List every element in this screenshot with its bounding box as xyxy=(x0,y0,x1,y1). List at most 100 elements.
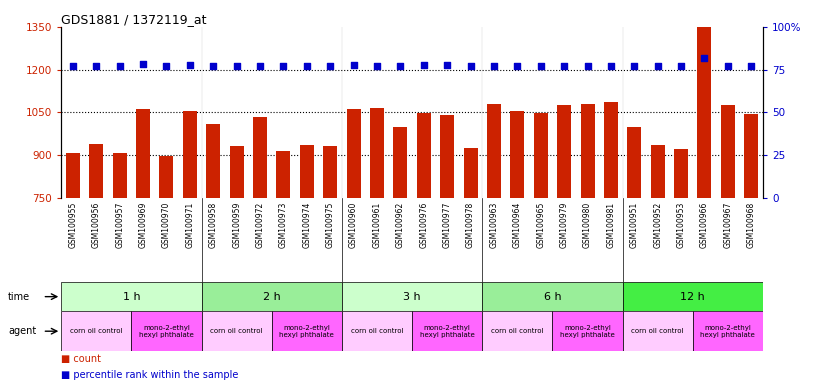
Bar xyxy=(463,148,477,198)
Text: mono-2-ethyl
hexyl phthalate: mono-2-ethyl hexyl phthalate xyxy=(700,325,756,338)
Point xyxy=(605,63,618,69)
Bar xyxy=(482,282,623,311)
Text: GSM100975: GSM100975 xyxy=(326,202,335,248)
Text: 2 h: 2 h xyxy=(263,291,281,302)
Text: agent: agent xyxy=(8,326,37,336)
Text: GSM100981: GSM100981 xyxy=(606,202,615,248)
Text: mono-2-ethyl
hexyl phthalate: mono-2-ethyl hexyl phthalate xyxy=(560,325,615,338)
Text: GSM100953: GSM100953 xyxy=(676,202,685,248)
Text: GSM100972: GSM100972 xyxy=(255,202,264,248)
Bar xyxy=(66,153,80,198)
Text: GSM100980: GSM100980 xyxy=(583,202,592,248)
Text: GSM100977: GSM100977 xyxy=(442,202,452,248)
Text: ■ percentile rank within the sample: ■ percentile rank within the sample xyxy=(61,370,238,380)
Point xyxy=(651,63,664,69)
Text: GSM100979: GSM100979 xyxy=(560,202,569,248)
Text: GSM100974: GSM100974 xyxy=(302,202,312,248)
Bar xyxy=(534,113,548,198)
Bar xyxy=(183,111,197,198)
Bar xyxy=(342,311,412,351)
Text: corn oil control: corn oil control xyxy=(70,328,122,334)
Bar xyxy=(277,151,290,198)
Point xyxy=(464,63,477,70)
Point xyxy=(417,62,430,68)
Point xyxy=(90,63,103,69)
Bar xyxy=(650,145,665,198)
Text: GSM100969: GSM100969 xyxy=(139,202,148,248)
Bar xyxy=(623,282,763,311)
Text: GSM100965: GSM100965 xyxy=(536,202,545,248)
Bar xyxy=(323,146,337,198)
Bar xyxy=(440,115,455,198)
Text: GSM100963: GSM100963 xyxy=(490,202,499,248)
Bar xyxy=(342,282,482,311)
Text: 6 h: 6 h xyxy=(543,291,561,302)
Text: corn oil control: corn oil control xyxy=(632,328,684,334)
Point xyxy=(628,63,641,69)
Point xyxy=(254,63,267,69)
Bar xyxy=(674,149,688,198)
Bar xyxy=(370,108,384,198)
Bar xyxy=(299,145,314,198)
Point xyxy=(745,63,758,69)
Bar xyxy=(482,311,552,351)
Text: GSM100962: GSM100962 xyxy=(396,202,405,248)
Point xyxy=(136,61,149,67)
Text: GDS1881 / 1372119_at: GDS1881 / 1372119_at xyxy=(61,13,206,26)
Bar xyxy=(693,311,763,351)
Bar xyxy=(417,113,431,198)
Bar xyxy=(580,104,595,198)
Text: mono-2-ethyl
hexyl phthalate: mono-2-ethyl hexyl phthalate xyxy=(419,325,475,338)
Bar xyxy=(623,311,693,351)
Bar xyxy=(202,311,272,351)
Text: 12 h: 12 h xyxy=(681,291,705,302)
Text: GSM100951: GSM100951 xyxy=(630,202,639,248)
Bar xyxy=(347,109,361,198)
Point xyxy=(581,63,594,69)
Point xyxy=(347,62,360,68)
Text: GSM100964: GSM100964 xyxy=(512,202,522,248)
Bar xyxy=(487,104,501,198)
Bar xyxy=(557,105,571,198)
Point xyxy=(66,63,79,69)
Text: GSM100968: GSM100968 xyxy=(747,202,756,248)
Text: mono-2-ethyl
hexyl phthalate: mono-2-ethyl hexyl phthalate xyxy=(139,325,194,338)
Text: ■ count: ■ count xyxy=(61,354,101,364)
Point xyxy=(184,62,197,68)
Text: GSM100970: GSM100970 xyxy=(162,202,171,248)
Bar xyxy=(61,282,202,311)
Point xyxy=(557,63,570,69)
Point xyxy=(113,63,126,69)
Bar xyxy=(744,114,758,198)
Point xyxy=(721,63,734,69)
Bar xyxy=(61,311,131,351)
Bar xyxy=(253,117,267,198)
Point xyxy=(370,63,384,69)
Text: GSM100956: GSM100956 xyxy=(91,202,101,248)
Text: 3 h: 3 h xyxy=(403,291,421,302)
Bar xyxy=(272,311,342,351)
Point xyxy=(277,63,290,69)
Point xyxy=(441,62,454,68)
Text: GSM100961: GSM100961 xyxy=(372,202,382,248)
Text: GSM100952: GSM100952 xyxy=(653,202,663,248)
Text: GSM100967: GSM100967 xyxy=(723,202,733,248)
Bar xyxy=(113,153,126,198)
Point xyxy=(487,63,500,69)
Point xyxy=(160,63,173,70)
Bar xyxy=(89,144,104,198)
Text: 1 h: 1 h xyxy=(122,291,140,302)
Bar xyxy=(131,311,202,351)
Bar xyxy=(393,127,407,198)
Text: GSM100978: GSM100978 xyxy=(466,202,475,248)
Bar xyxy=(552,311,623,351)
Point xyxy=(511,63,524,70)
Text: GSM100973: GSM100973 xyxy=(279,202,288,248)
Bar xyxy=(159,156,174,198)
Text: mono-2-ethyl
hexyl phthalate: mono-2-ethyl hexyl phthalate xyxy=(279,325,335,338)
Point xyxy=(230,63,243,69)
Text: GSM100959: GSM100959 xyxy=(232,202,242,248)
Point xyxy=(206,63,220,69)
Text: GSM100966: GSM100966 xyxy=(700,202,709,248)
Text: GSM100971: GSM100971 xyxy=(185,202,194,248)
